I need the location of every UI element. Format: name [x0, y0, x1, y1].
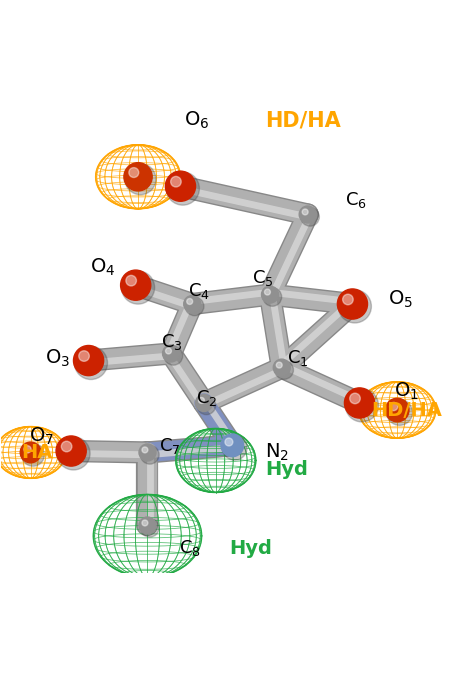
Circle shape	[196, 394, 212, 411]
Circle shape	[199, 398, 204, 404]
Circle shape	[263, 288, 282, 306]
Circle shape	[163, 345, 180, 362]
Circle shape	[56, 436, 86, 466]
Circle shape	[184, 295, 201, 313]
Circle shape	[140, 518, 159, 537]
Text: HA: HA	[21, 443, 53, 462]
Text: C$_2$: C$_2$	[196, 388, 217, 408]
Circle shape	[129, 168, 139, 177]
Circle shape	[139, 444, 156, 461]
Circle shape	[276, 362, 282, 368]
Circle shape	[187, 299, 192, 305]
Circle shape	[299, 206, 316, 223]
Circle shape	[74, 346, 108, 379]
Circle shape	[337, 289, 367, 319]
Circle shape	[73, 346, 104, 375]
Text: O$_4$: O$_4$	[90, 257, 115, 278]
Circle shape	[165, 348, 172, 354]
Circle shape	[142, 520, 148, 526]
Text: C$_8$: C$_8$	[179, 538, 201, 558]
Text: HD/HA: HD/HA	[265, 111, 341, 130]
Text: O$_1$: O$_1$	[394, 381, 419, 402]
Text: HD/HA: HD/HA	[371, 400, 442, 419]
Circle shape	[264, 289, 270, 295]
Circle shape	[302, 209, 308, 215]
Circle shape	[338, 290, 372, 323]
Circle shape	[24, 446, 31, 453]
Circle shape	[121, 271, 155, 304]
Circle shape	[171, 177, 181, 187]
Circle shape	[225, 438, 233, 446]
Circle shape	[140, 446, 159, 464]
Text: C$_5$: C$_5$	[252, 268, 274, 288]
Circle shape	[345, 389, 378, 422]
Circle shape	[390, 402, 398, 410]
Circle shape	[61, 441, 72, 452]
Text: N$_2$: N$_2$	[265, 441, 289, 463]
Text: O$_3$: O$_3$	[46, 348, 71, 369]
Circle shape	[275, 361, 293, 379]
Circle shape	[164, 346, 182, 365]
Text: C$_6$: C$_6$	[346, 190, 367, 210]
Text: Hyd: Hyd	[230, 539, 273, 557]
Circle shape	[57, 437, 90, 470]
Circle shape	[142, 447, 148, 453]
Circle shape	[273, 359, 290, 376]
Text: C$_7$: C$_7$	[159, 436, 181, 456]
Text: Hyd: Hyd	[265, 460, 308, 479]
Circle shape	[125, 164, 156, 195]
Circle shape	[124, 162, 152, 191]
Circle shape	[387, 400, 412, 425]
Circle shape	[197, 396, 216, 415]
Text: C$_1$: C$_1$	[287, 348, 309, 368]
Circle shape	[385, 398, 409, 422]
Circle shape	[139, 517, 156, 534]
Circle shape	[350, 393, 360, 404]
Circle shape	[165, 171, 196, 202]
Text: O$_7$: O$_7$	[29, 425, 54, 447]
Text: C$_4$: C$_4$	[188, 281, 210, 301]
Circle shape	[345, 388, 374, 418]
Circle shape	[126, 276, 137, 286]
Circle shape	[166, 172, 200, 205]
Circle shape	[20, 442, 41, 463]
Text: O$_6$: O$_6$	[184, 110, 210, 131]
Circle shape	[120, 270, 151, 300]
Circle shape	[79, 350, 89, 361]
Circle shape	[343, 295, 353, 305]
Circle shape	[221, 434, 244, 457]
Circle shape	[185, 297, 204, 315]
Circle shape	[222, 435, 247, 460]
Text: C$_3$: C$_3$	[161, 332, 183, 352]
Text: O$_5$: O$_5$	[388, 288, 413, 310]
Circle shape	[301, 208, 319, 226]
Circle shape	[21, 443, 45, 466]
Circle shape	[262, 286, 278, 303]
